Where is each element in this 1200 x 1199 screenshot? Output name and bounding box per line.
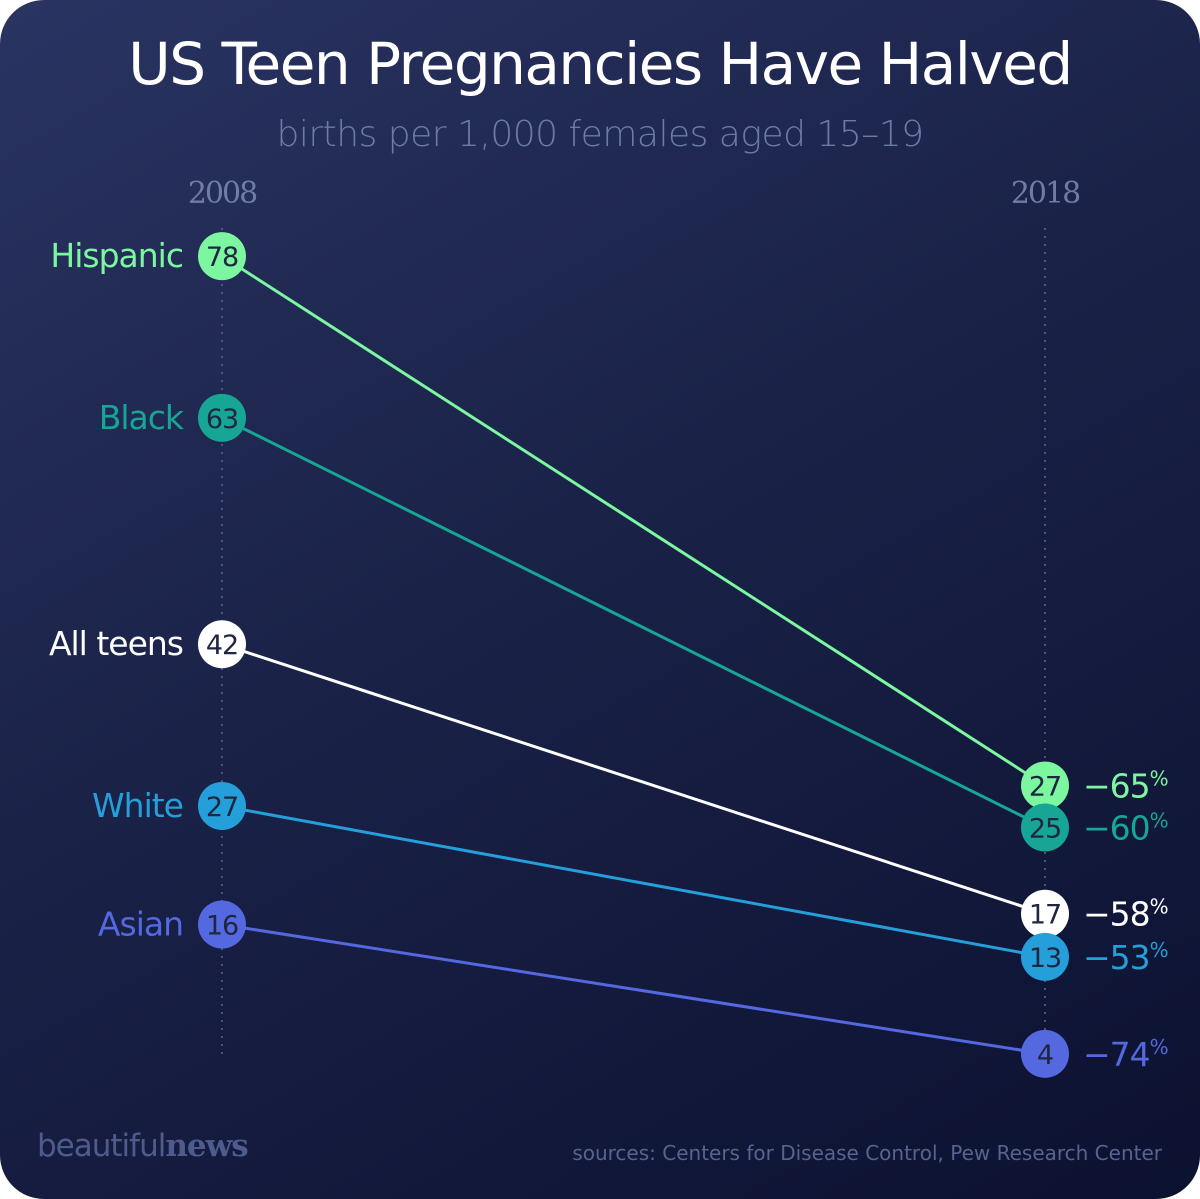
data-label: 27 — [206, 792, 238, 823]
data-label: 78 — [206, 242, 238, 273]
series-line-white — [221, 804, 1046, 959]
data-label: 27 — [1029, 772, 1061, 803]
percent-sign: % — [1150, 938, 1168, 962]
percent-sign: % — [1150, 767, 1168, 791]
point-black-2008 — [198, 393, 246, 442]
data-label: 13 — [1029, 943, 1061, 974]
percent-sign: % — [1150, 809, 1168, 833]
data-label: 25 — [1029, 814, 1061, 845]
x-tick-label: 2018 — [1011, 176, 1080, 211]
point-black-2018 — [1021, 803, 1069, 852]
change-label-black: −60% — [1083, 809, 1168, 848]
series-label-all-teens: All teens — [49, 624, 183, 663]
x-tick-label: 2008 — [188, 176, 257, 211]
percent-sign: % — [1150, 1035, 1168, 1059]
change-label-white: −53% — [1083, 938, 1168, 977]
data-label: 4 — [1037, 1040, 1053, 1071]
data-label: 17 — [1029, 900, 1061, 931]
series-line-hispanic — [221, 254, 1046, 787]
point-asian-2018 — [1021, 1029, 1069, 1078]
series-line-black — [221, 416, 1046, 829]
series-line-all-teens — [221, 642, 1046, 916]
chart-subtitle: births per 1,000 females aged 15–19 — [276, 114, 924, 155]
series-label-hispanic: Hispanic — [50, 236, 183, 275]
point-asian-2008 — [198, 900, 246, 949]
chart-title: US Teen Pregnancies Have Halved — [128, 30, 1073, 98]
change-label-all-teens: −58% — [1083, 895, 1168, 934]
sources-note: sources: Centers for Disease Control, Pe… — [572, 1141, 1162, 1165]
change-label-asian: −74% — [1083, 1035, 1168, 1074]
series-line-asian — [221, 923, 1046, 1056]
point-all-teens-2018 — [1021, 889, 1069, 938]
point-hispanic-2008 — [198, 232, 246, 281]
point-all-teens-2008 — [198, 620, 246, 669]
series-label-white: White — [92, 786, 183, 825]
point-white-2008 — [198, 781, 246, 830]
data-label: 16 — [206, 911, 238, 942]
series-label-asian: Asian — [98, 905, 183, 944]
data-label: 63 — [206, 404, 238, 435]
change-label-hispanic: −65% — [1083, 767, 1168, 806]
logo-light: beautiful — [37, 1128, 166, 1164]
point-hispanic-2018 — [1021, 761, 1069, 810]
series-label-black: Black — [99, 398, 185, 437]
logo-bold: news — [165, 1128, 248, 1164]
data-label: 42 — [206, 630, 238, 661]
logo: beautifulnews — [37, 1128, 249, 1164]
percent-sign: % — [1150, 895, 1168, 919]
point-white-2018 — [1021, 932, 1069, 981]
